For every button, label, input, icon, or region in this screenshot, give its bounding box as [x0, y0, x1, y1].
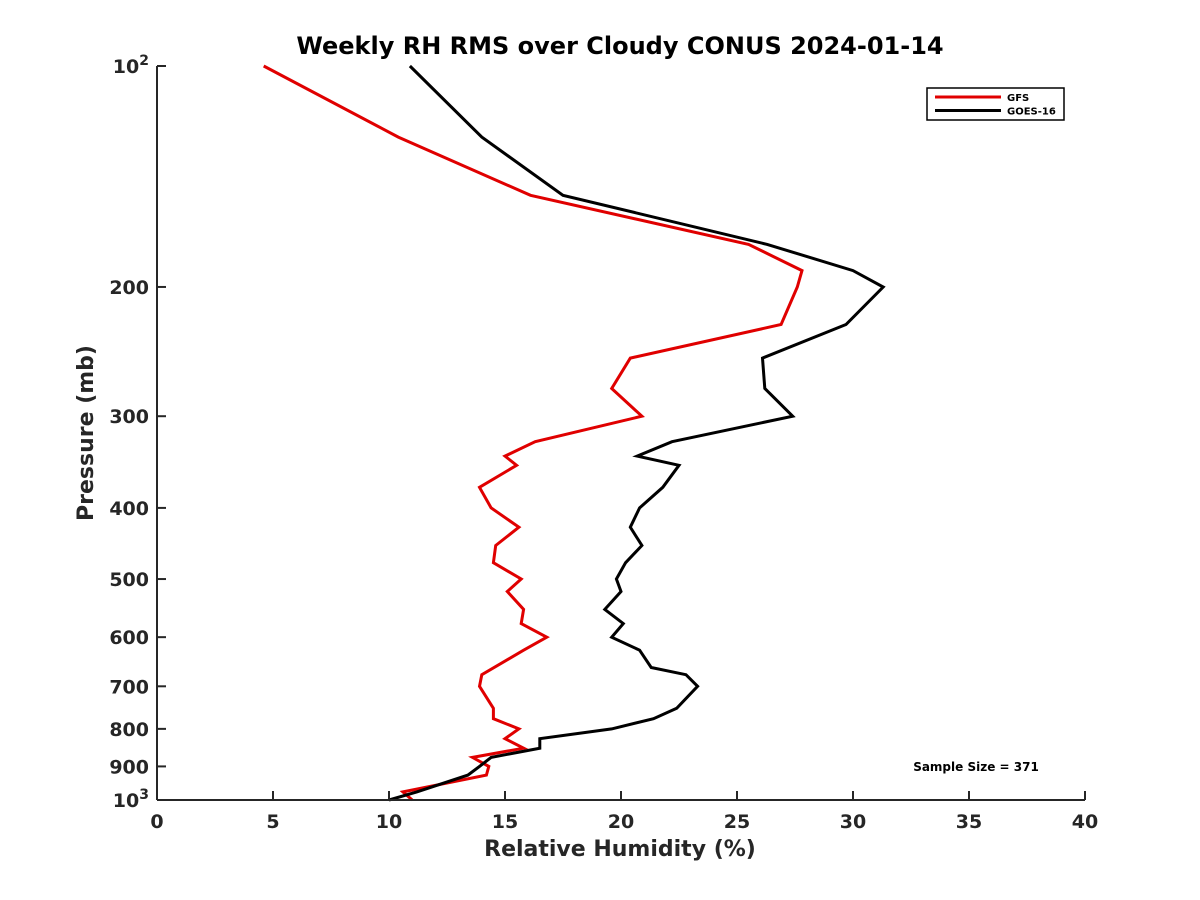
y-axis-label: Pressure (mb) [74, 345, 99, 521]
legend: GFS GOES-16 [926, 87, 1065, 121]
x-tick-label: 20 [608, 811, 634, 833]
x-tick-label: 5 [266, 811, 279, 833]
series-layer [262, 64, 886, 802]
sample-size-annotation: Sample Size = 371 [913, 760, 1039, 774]
y-tick-label: 400 [109, 498, 149, 520]
x-tick-label: 25 [724, 811, 750, 833]
legend-box [926, 87, 1065, 121]
chart-title: Weekly RH RMS over Cloudy CONUS 2024-01-… [296, 32, 943, 60]
x-tick-label: 0 [150, 811, 163, 833]
x-tick-label: 30 [840, 811, 866, 833]
y-tick-label: 300 [109, 406, 149, 428]
x-tick-label: 10 [376, 811, 402, 833]
legend-label: GFS [1007, 93, 1029, 104]
y-tick-label: 103 [113, 787, 149, 812]
x-axis-label: Relative Humidity (%) [484, 837, 756, 862]
y-tick-label: 800 [109, 719, 149, 741]
y-tick-label: 200 [109, 277, 149, 299]
y-tick-label: 700 [109, 676, 149, 698]
axes-layer [156, 66, 1085, 801]
x-tick-label: 35 [956, 811, 982, 833]
x-tick-label: 40 [1072, 811, 1098, 833]
y-tick-label: 500 [109, 569, 149, 591]
x-tick-label: 15 [492, 811, 518, 833]
series-line-1 [388, 64, 886, 802]
y-tick-label: 600 [109, 627, 149, 649]
series-line-0 [262, 64, 804, 802]
y-tick-label: 102 [113, 53, 149, 78]
y-tick-label: 900 [109, 756, 149, 778]
legend-label: GOES-16 [1007, 107, 1056, 118]
ticks-layer: 0 5 10 15 20 25 30 35 40 102 200 300 400 500 600 700 800… [109, 53, 1098, 833]
